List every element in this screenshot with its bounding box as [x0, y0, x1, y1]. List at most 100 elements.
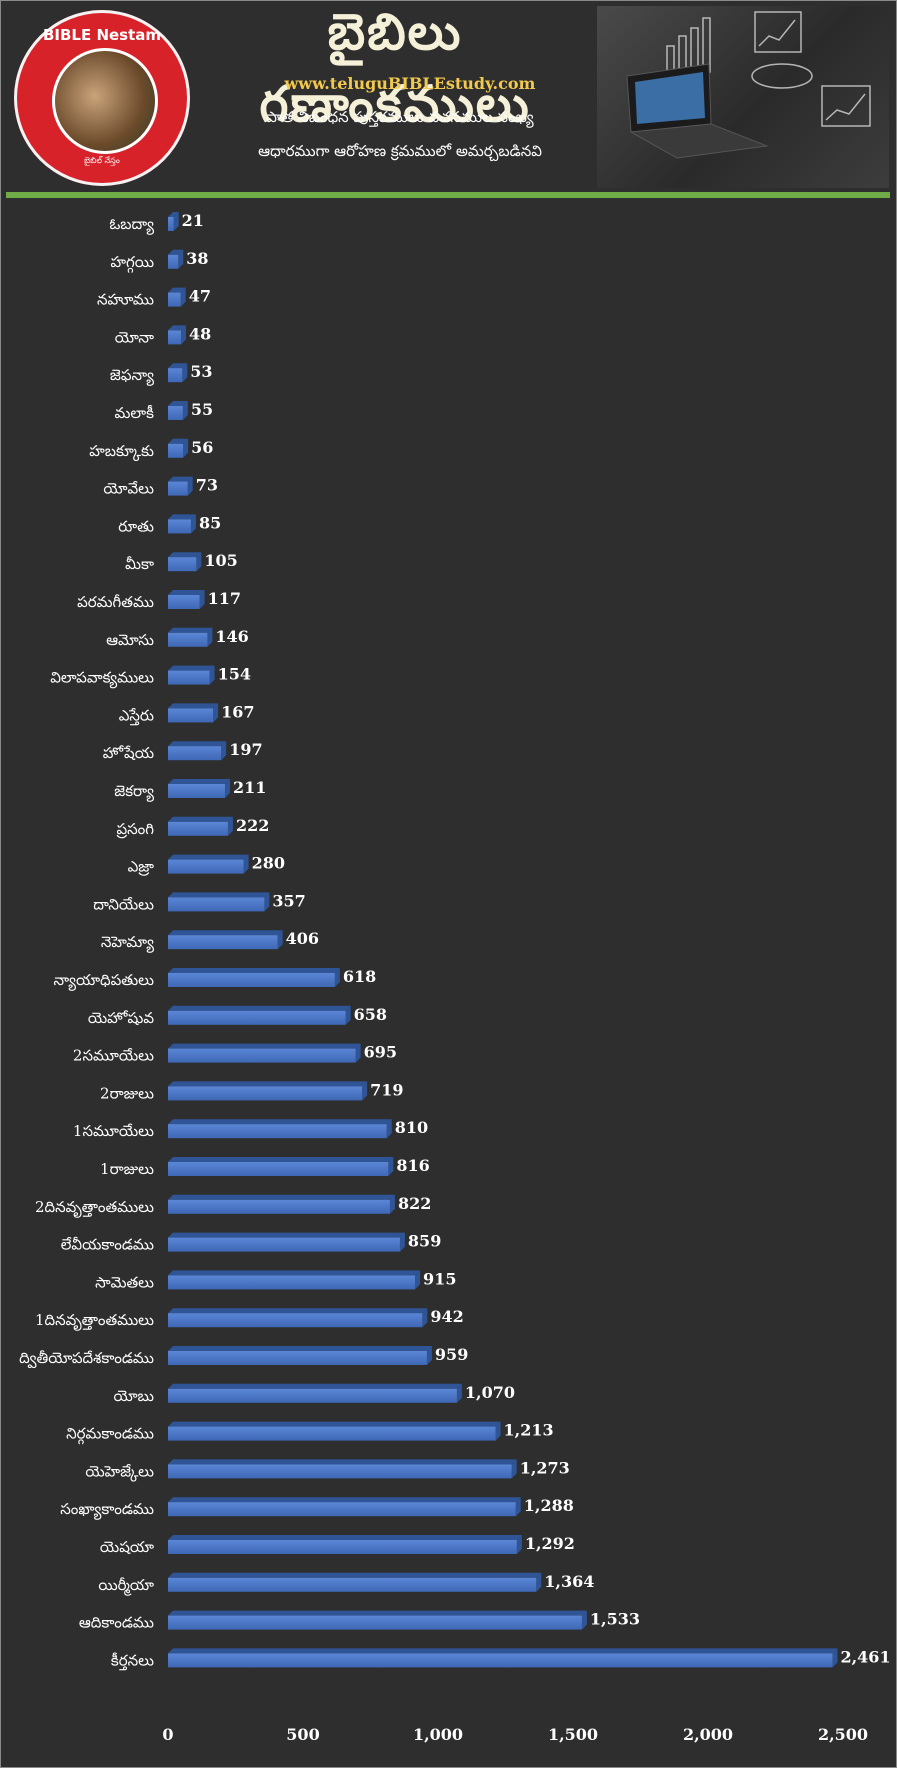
x-tick-label: 0	[162, 1725, 173, 1744]
category-label: యెషయా	[100, 1538, 154, 1556]
bar-side-face	[180, 287, 186, 307]
value-label: 167	[221, 702, 254, 721]
bar-top-face	[168, 1119, 392, 1125]
page-title: బైబిలు గణాంకములు	[259, 2, 531, 133]
bar	[168, 670, 210, 685]
value-label: 810	[395, 1118, 428, 1137]
bar	[168, 1275, 416, 1290]
bar-top-face	[168, 363, 188, 369]
value-label: 53	[190, 362, 212, 381]
bar-top-face	[168, 1081, 368, 1087]
bar	[168, 519, 191, 534]
category-label: ఆమోసు	[106, 631, 154, 649]
value-label: 211	[233, 778, 266, 797]
value-label: 73	[196, 476, 218, 495]
bar-top-face	[168, 1572, 542, 1578]
category-label: సామెతలు	[95, 1273, 154, 1291]
bar-side-face	[207, 627, 213, 647]
bar	[168, 784, 225, 798]
bar	[168, 897, 265, 912]
bar-top-face	[168, 438, 189, 444]
bar	[168, 330, 181, 345]
bar	[168, 217, 174, 231]
bar-side-face	[422, 1308, 428, 1328]
bar	[168, 632, 208, 647]
value-label: 197	[229, 740, 262, 759]
bar-side-face	[277, 930, 283, 950]
bar-top-face	[168, 930, 283, 936]
x-tick-label: 1,000	[413, 1725, 463, 1744]
bar-top-face	[168, 1535, 522, 1540]
bar-side-face	[832, 1648, 838, 1668]
bar-top-face	[168, 401, 188, 406]
bar	[168, 1615, 582, 1630]
bar-top-face	[168, 552, 202, 558]
bar	[168, 1540, 517, 1554]
bar-top-face	[168, 212, 179, 217]
category-label: నిర్గమకాండము	[66, 1425, 154, 1445]
bar-top-face	[168, 892, 270, 898]
logo-text-bottom: బైబిల్ నేస్తం	[84, 156, 120, 165]
bar-side-face	[334, 968, 340, 987]
value-label: 1,288	[524, 1496, 574, 1515]
bar-top-face	[168, 1497, 521, 1503]
category-label: ఎస్తేరు	[119, 706, 154, 725]
category-label: ఆదికాండము	[79, 1614, 154, 1632]
value-label: 406	[286, 929, 319, 948]
value-label: 222	[236, 816, 269, 835]
bar	[168, 1010, 346, 1025]
category-label: యోనా	[115, 328, 155, 346]
value-label: 816	[396, 1156, 429, 1175]
category-label: నెహెమ్యా	[101, 933, 154, 953]
bar	[168, 1351, 427, 1365]
bar-side-face	[190, 514, 196, 534]
bar-top-face	[168, 779, 230, 784]
bar	[168, 443, 184, 458]
value-label: 1,273	[520, 1458, 570, 1477]
bar-side-face	[173, 212, 179, 231]
bar	[168, 292, 181, 307]
category-label: హబక్కూకు	[89, 442, 154, 462]
bar-side-face	[581, 1610, 587, 1630]
value-label: 959	[435, 1345, 468, 1364]
bar-top-face	[168, 1459, 517, 1465]
laptop	[626, 63, 769, 159]
category-label: యెహోషువ	[88, 1009, 155, 1027]
value-label: 38	[186, 249, 208, 268]
bar-side-face	[209, 665, 215, 685]
subtitle-line-2: ఆధారముగా ఆరోహణ క్రమములో అమర్చబడినవి	[258, 142, 542, 160]
category-label: జెఫన్యా	[110, 366, 154, 386]
bar-top-face	[168, 590, 205, 595]
bar-side-face	[224, 779, 230, 798]
bar-top-face	[168, 476, 193, 482]
x-tick-label: 2,500	[818, 1725, 868, 1744]
bar-side-face	[426, 1346, 432, 1365]
category-label: 2రాజులు	[100, 1084, 154, 1102]
bar-top-face	[168, 1610, 587, 1616]
bar-side-face	[178, 249, 184, 269]
value-label: 48	[189, 324, 211, 343]
value-label: 55	[191, 400, 213, 419]
bar-side-face	[456, 1383, 462, 1403]
bar-top-face	[168, 1270, 421, 1276]
site-url: www.teluguBIBLEstudy.com	[284, 74, 536, 93]
bar-top-face	[168, 1421, 501, 1427]
bar	[168, 1502, 516, 1517]
bar-side-face	[345, 1005, 351, 1025]
value-label: 942	[430, 1307, 463, 1326]
category-label: యిర్మీయా	[98, 1576, 154, 1596]
category-label: ఓబద్యా	[109, 215, 154, 235]
bar-top-face	[168, 665, 215, 671]
bar-side-face	[187, 476, 193, 496]
category-label: దానియేలు	[93, 895, 154, 913]
bar-side-face	[516, 1535, 522, 1554]
category-label: హగ్గయి	[110, 253, 154, 273]
category-label: ప్రసంగి	[116, 820, 154, 839]
bar-top-face	[168, 627, 213, 633]
value-label: 618	[343, 967, 376, 986]
bar-side-face	[213, 703, 219, 723]
value-label: 1,292	[525, 1534, 575, 1553]
laptop-charts-illustration	[626, 11, 871, 159]
bar	[168, 1464, 512, 1479]
bar-side-face	[183, 438, 189, 458]
